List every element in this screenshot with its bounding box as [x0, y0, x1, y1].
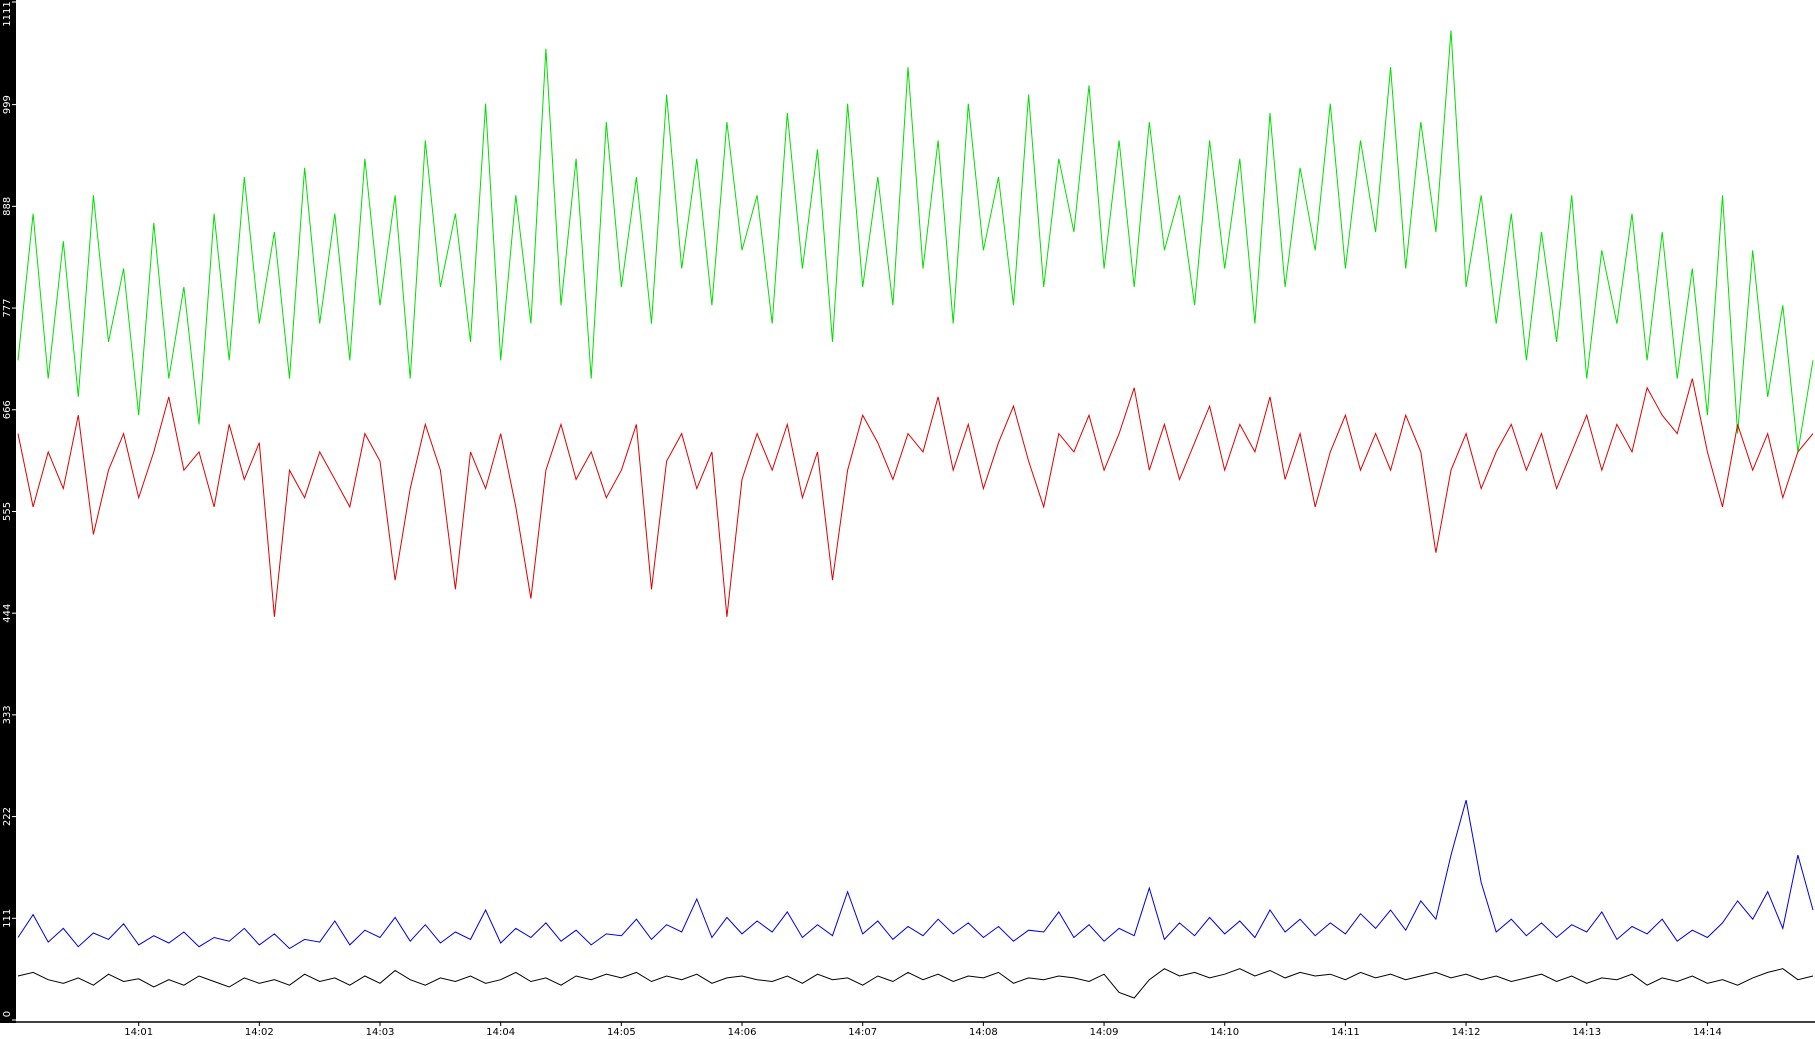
y-tick-label: 666	[2, 400, 13, 419]
series-line	[17, 378, 1814, 617]
y-tick-label: 0	[2, 1011, 13, 1017]
x-tick-label: 14:13	[1572, 1027, 1601, 1038]
x-tick-label: 14:05	[607, 1027, 636, 1038]
series-line	[17, 799, 1814, 950]
y-tick-label: 222	[2, 807, 13, 826]
x-tick-label: 14:09	[1090, 1027, 1119, 1038]
y-tick-label: 111	[2, 909, 13, 928]
x-tick-label: 14:06	[728, 1027, 757, 1038]
x-tick-label: 14:14	[1693, 1027, 1722, 1038]
y-tick-label: 333	[2, 705, 13, 724]
y-tick-label: 555	[2, 502, 13, 521]
y-tick-label: 888	[2, 197, 13, 216]
series-line	[17, 30, 1814, 452]
y-tick-label: 999	[2, 95, 13, 114]
y-tick-label: 777	[2, 298, 13, 317]
y-tick-label: 444	[2, 604, 13, 623]
x-tick-label: 14:03	[366, 1027, 395, 1038]
x-tick-label: 14:12	[1452, 1027, 1481, 1038]
x-tick-label: 14:10	[1210, 1027, 1239, 1038]
x-tick-label: 14:04	[486, 1027, 515, 1038]
y-tick-label: 1111	[2, 1, 13, 26]
y-axis-band	[0, 0, 16, 1023]
x-tick-label: 14:11	[1331, 1027, 1360, 1038]
x-tick-label: 14:01	[124, 1027, 153, 1038]
x-tick-label: 14:07	[848, 1027, 877, 1038]
x-tick-label: 14:02	[245, 1027, 274, 1038]
x-tick-label: 14:08	[969, 1027, 998, 1038]
series-line	[17, 968, 1814, 999]
